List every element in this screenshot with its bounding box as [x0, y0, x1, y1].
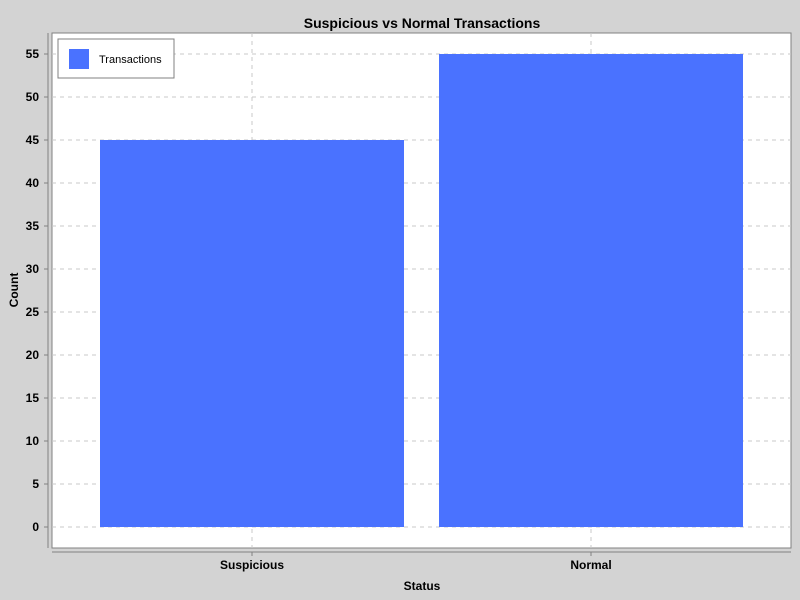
y-tick-label: 20: [26, 348, 40, 362]
legend-swatch: [69, 49, 89, 69]
y-tick-label: 25: [26, 305, 40, 319]
legend: Transactions: [57, 38, 175, 79]
y-tick-label: 30: [26, 262, 40, 276]
y-tick-label: 55: [26, 47, 40, 61]
y-tick-label: 0: [32, 520, 39, 534]
bar-normal: [439, 54, 743, 527]
y-tick-label: 40: [26, 176, 40, 190]
x-tick-label: Suspicious: [220, 558, 284, 572]
bars: [100, 54, 743, 527]
y-axis-label: Count: [7, 273, 21, 308]
y-tick-label: 50: [26, 90, 40, 104]
bar-suspicious: [100, 140, 404, 527]
tick-labels: 0 5 10 15 20 25 30 35 40 45 50 55 Suspicious Normal: [26, 47, 612, 572]
legend-label: Transactions: [99, 54, 162, 66]
x-axis-label: Status: [404, 579, 441, 593]
y-tick-label: 15: [26, 391, 40, 405]
x-tick-label: Normal: [570, 558, 611, 572]
chart-title: Suspicious vs Normal Transactions: [304, 15, 541, 31]
y-tick-label: 10: [26, 434, 40, 448]
y-tick-label: 45: [26, 133, 40, 147]
y-tick-label: 5: [32, 477, 39, 491]
y-tick-label: 35: [26, 219, 40, 233]
axes: [44, 33, 791, 556]
